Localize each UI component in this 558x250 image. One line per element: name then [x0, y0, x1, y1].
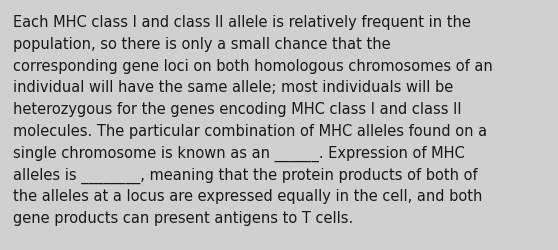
Text: Each MHC class I and class II allele is relatively frequent in the: Each MHC class I and class II allele is …: [13, 15, 471, 30]
Text: alleles is ________, meaning that the protein products of both of: alleles is ________, meaning that the pr…: [13, 167, 478, 183]
Text: gene products can present antigens to T cells.: gene products can present antigens to T …: [13, 210, 353, 225]
Text: single chromosome is known as an ______. Expression of MHC: single chromosome is known as an ______.…: [13, 145, 465, 161]
Text: population, so there is only a small chance that the: population, so there is only a small cha…: [13, 37, 391, 52]
Text: heterozygous for the genes encoding MHC class I and class II: heterozygous for the genes encoding MHC …: [13, 102, 461, 117]
Text: corresponding gene loci on both homologous chromosomes of an: corresponding gene loci on both homologo…: [13, 58, 493, 73]
Text: individual will have the same allele; most individuals will be: individual will have the same allele; mo…: [13, 80, 453, 95]
Text: the alleles at a locus are expressed equally in the cell, and both: the alleles at a locus are expressed equ…: [13, 189, 482, 204]
Text: molecules. The particular combination of MHC alleles found on a: molecules. The particular combination of…: [13, 124, 487, 138]
